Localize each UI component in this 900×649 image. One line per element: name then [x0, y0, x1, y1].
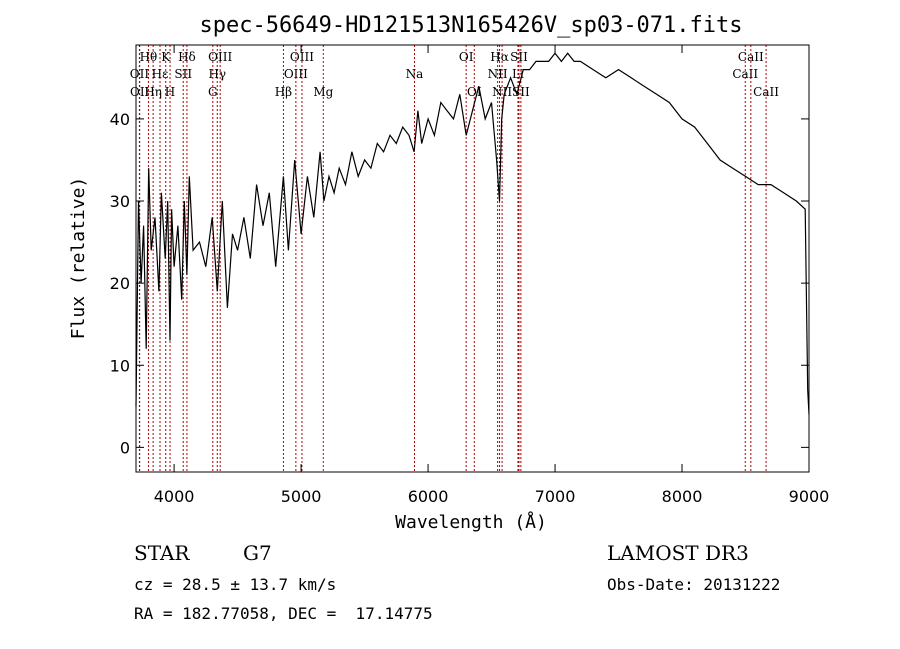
survey-name: LAMOST DR3 [607, 541, 749, 565]
x-tick-label: 5000 [281, 487, 322, 506]
x-tick-label: 8000 [662, 487, 703, 506]
y-axis-ticks: 0 10 20 30 40 [110, 110, 809, 457]
object-subclass: G7 [243, 541, 272, 565]
spectral-line-label: Hα [490, 50, 509, 64]
spectral-line-label: Hδ [178, 50, 196, 64]
spectral-line-label: Hβ [275, 85, 292, 99]
spectral-line-label: Hθ [140, 50, 158, 64]
spectral-line-label: NII [492, 85, 512, 99]
plot-frame [135, 44, 810, 473]
spectral-line-label: H [165, 85, 175, 99]
spectral-line-label: SII [510, 50, 528, 64]
y-tick-label: 20 [110, 274, 130, 293]
spectral-line-labels: Hθ OII OII K Hε Hη Hδ SII H OIII Hγ G OIII OIII Hβ Mg Na… [130, 50, 779, 99]
spectral-line-label: OIII [290, 50, 314, 64]
x-tick-label: 7000 [535, 487, 576, 506]
x-tick-label: 9000 [789, 487, 830, 506]
spectral-line-label: NII [488, 67, 508, 81]
y-tick-label: 0 [120, 438, 130, 457]
spectral-line-label: OII [130, 85, 150, 99]
spectral-line-label: Hη [144, 85, 162, 99]
spectral-line-label: SII [512, 85, 530, 99]
y-tick-label: 30 [110, 192, 130, 211]
redshift-readout: cz = 28.5 ± 13.7 km/s [134, 575, 337, 594]
spectral-line-label: Hε [152, 67, 169, 81]
spectral-line-label: OIII [284, 67, 308, 81]
y-tick-label: 10 [110, 356, 130, 375]
x-tick-label: 6000 [408, 487, 449, 506]
flux-series-line [135, 52, 810, 415]
spectral-line-label: K [161, 50, 171, 64]
spectral-line-label: OII [130, 67, 150, 81]
spectral-line-label: CaII [732, 67, 758, 81]
spectral-line-label: CaII [738, 50, 764, 64]
spectral-line-label: Li [512, 67, 524, 81]
y-axis-label: Flux (relative) [68, 177, 89, 340]
spectral-line-markers [138, 45, 767, 472]
y-tick-label: 40 [110, 110, 130, 129]
chart-title: spec-56649-HD121513N165426V_sp03-071.fit… [199, 13, 742, 38]
x-axis-label: Wavelength (Å) [395, 511, 547, 533]
spectral-line-label: Na [406, 67, 424, 81]
spectral-line-label: CaII [753, 85, 779, 99]
coordinates: RA = 182.77058, DEC = 17.14775 [134, 604, 433, 623]
spectral-line-label: G [208, 85, 218, 99]
spectral-line-label: Mg [313, 85, 333, 99]
spectral-line-label: OI [459, 50, 474, 64]
obs-date: Obs-Date: 20131222 [607, 575, 781, 594]
object-class: STAR [134, 541, 190, 565]
spectral-line-label: SII [174, 67, 192, 81]
x-axis-ticks: 4000 5000 6000 7000 8000 9000 [154, 45, 830, 506]
x-tick-label: 4000 [154, 487, 195, 506]
spectral-line-label: Hγ [208, 67, 226, 81]
spectral-line-label: OIII [208, 50, 232, 64]
